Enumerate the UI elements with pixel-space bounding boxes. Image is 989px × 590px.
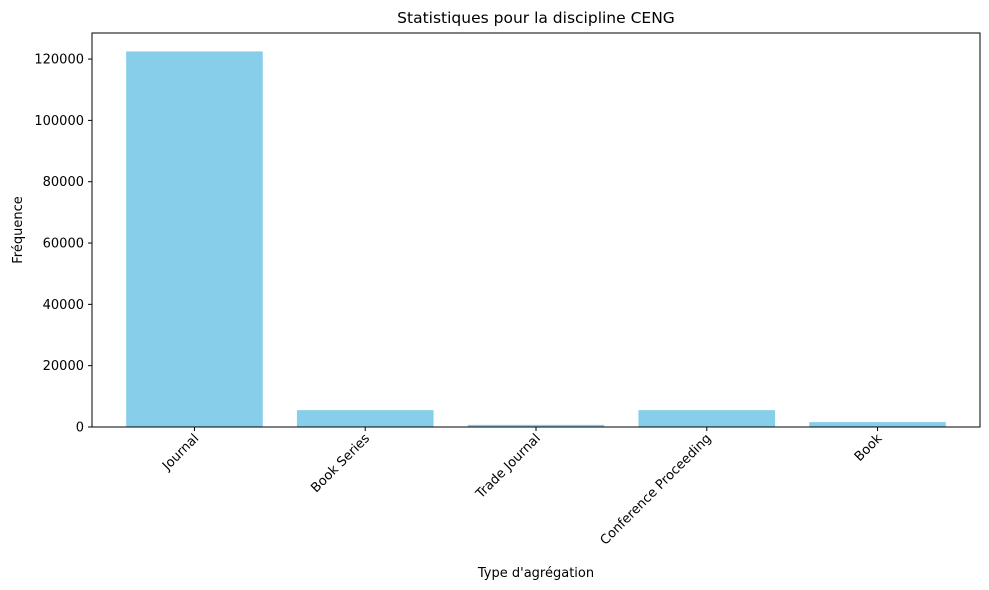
plot-area-frame	[91, 32, 981, 428]
y-tick-label-1: 20000	[43, 359, 84, 374]
y-tick-label-3: 60000	[43, 237, 84, 252]
chart-title: Statistiques pour la discipline CENG	[397, 9, 675, 27]
y-tick-label-5: 100000	[34, 114, 84, 129]
bar-0	[126, 51, 263, 428]
y-tick-label-0: 0	[76, 421, 84, 436]
bar-3	[638, 410, 776, 427]
x-axis-label: Type d'agrégation	[477, 566, 594, 581]
y-axis: 0 20000 40000 60000 80000 100000 120000	[34, 53, 92, 436]
bar-2	[467, 424, 605, 427]
y-tick-label-4: 80000	[43, 175, 84, 190]
bars-group	[126, 51, 946, 428]
y-axis-label: Fréquence	[11, 196, 26, 263]
y-tick-label-6: 120000	[34, 53, 84, 68]
y-tick-label-2: 40000	[43, 298, 84, 313]
bar-4	[809, 422, 946, 427]
bar-1	[296, 410, 434, 427]
